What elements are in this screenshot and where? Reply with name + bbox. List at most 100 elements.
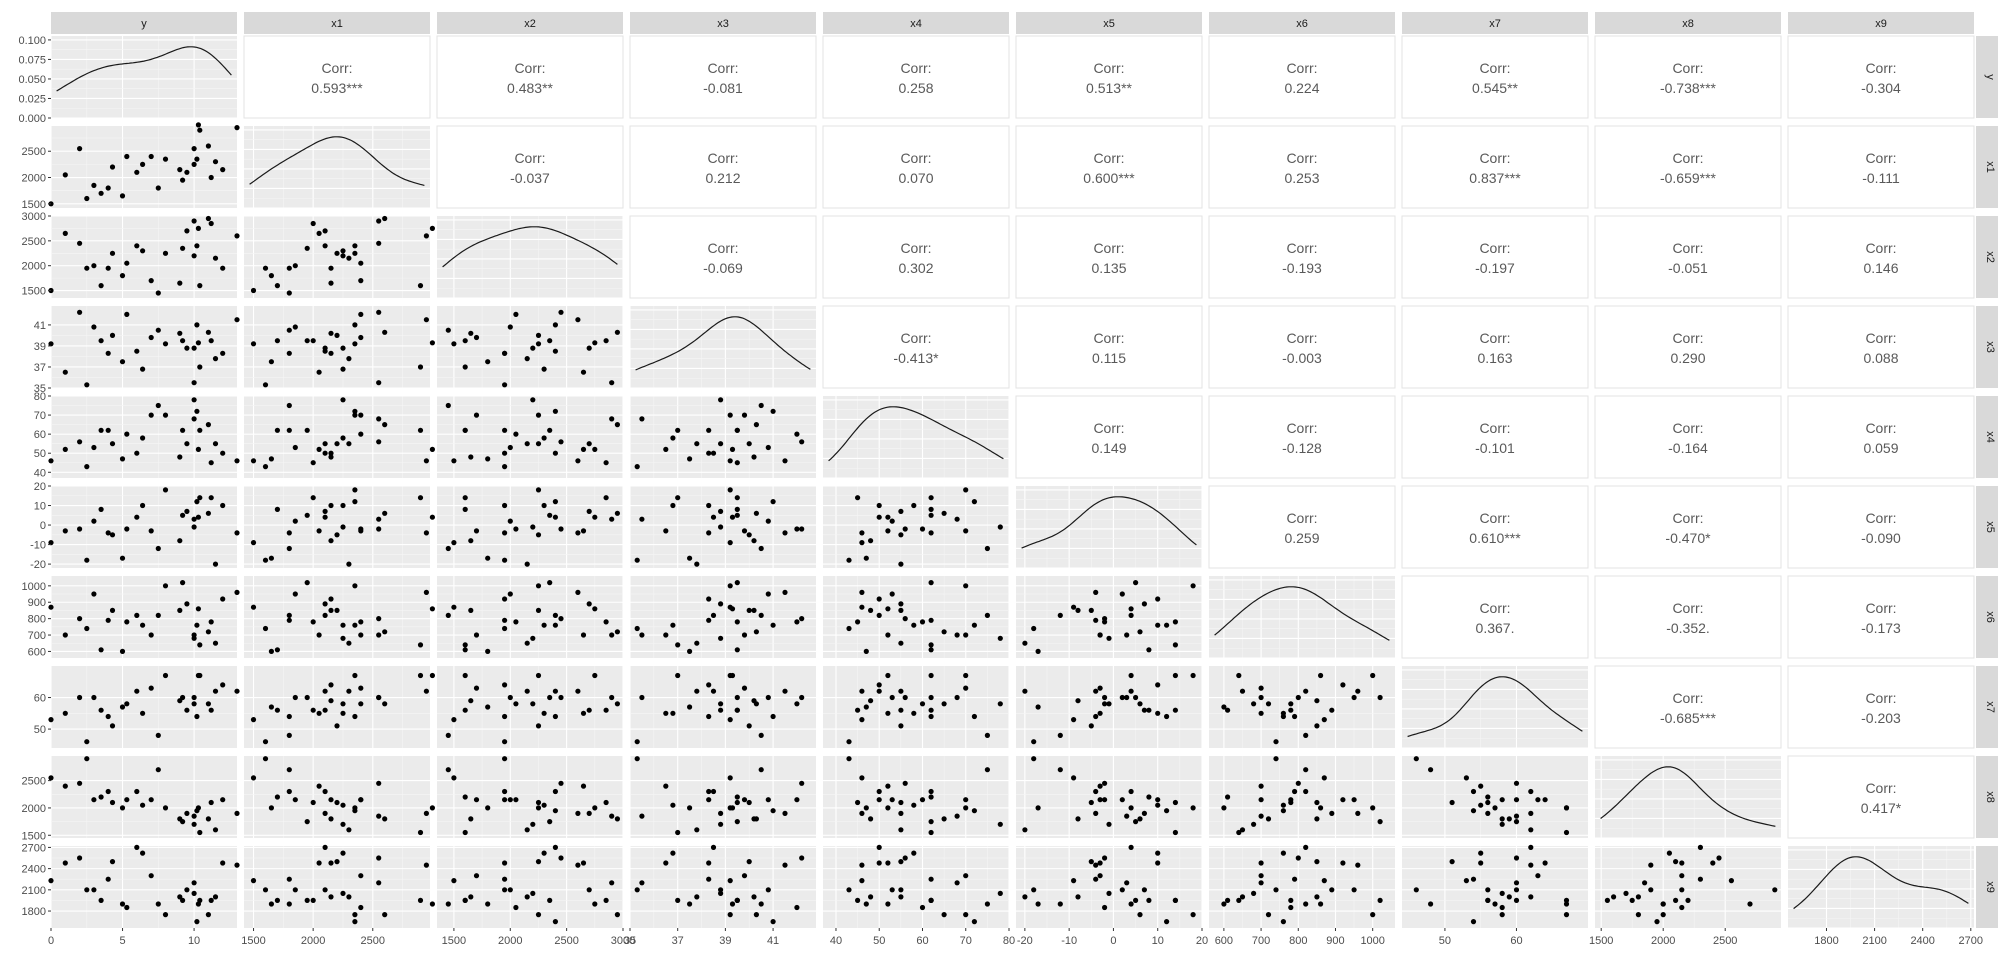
corr-label: Corr: <box>1479 600 1510 616</box>
data-point <box>328 797 334 803</box>
data-point <box>485 555 491 561</box>
data-point <box>77 526 83 532</box>
data-point <box>1106 635 1112 641</box>
data-point <box>148 685 154 691</box>
data-point <box>997 635 1003 641</box>
row-strip-x2 <box>1976 216 1998 298</box>
data-point <box>445 612 451 619</box>
data-point <box>109 799 116 806</box>
column-label-y: y <box>141 18 147 30</box>
data-point <box>180 580 186 586</box>
data-point <box>77 439 83 445</box>
data-point <box>1106 890 1112 897</box>
data-point <box>552 713 559 720</box>
data-point <box>268 901 274 907</box>
x-tick-label-x2: 2000 <box>498 935 522 947</box>
data-point <box>468 894 474 900</box>
y-tick-label-x3: 35 <box>34 383 46 395</box>
data-point <box>352 412 358 418</box>
data-point <box>885 632 891 638</box>
data-point <box>592 514 598 520</box>
data-point <box>1258 860 1264 866</box>
corr-value: -0.164 <box>1668 440 1708 456</box>
data-point <box>445 402 451 409</box>
data-point <box>212 827 219 833</box>
data-point <box>859 589 865 596</box>
data-point <box>191 380 197 386</box>
data-point <box>859 878 865 884</box>
data-point <box>547 694 553 701</box>
data-point <box>911 710 917 716</box>
corr-panel-bg <box>629 125 817 209</box>
data-point <box>340 253 346 259</box>
data-point <box>286 901 292 907</box>
data-point <box>963 797 969 803</box>
data-point <box>340 524 346 530</box>
corr-value: -0.069 <box>703 260 743 276</box>
data-point <box>134 788 140 795</box>
data-point <box>928 506 934 512</box>
corr-panel-bg <box>1208 395 1396 479</box>
data-point <box>971 919 978 925</box>
data-point <box>507 591 513 597</box>
data-point <box>502 625 508 632</box>
corr-value: 0.259 <box>1284 530 1319 546</box>
data-point <box>1449 799 1455 806</box>
y-tick-label-x9: 1800 <box>22 906 46 918</box>
data-point <box>859 717 865 723</box>
data-point <box>184 707 190 713</box>
data-point <box>1075 894 1081 900</box>
y-tick-label-x8: 2000 <box>22 803 46 815</box>
x-tick-label-x4: 60 <box>916 935 928 947</box>
data-point <box>462 506 468 512</box>
data-point <box>91 444 97 451</box>
data-point <box>1093 617 1099 623</box>
data-point <box>971 808 978 814</box>
data-point <box>119 901 126 907</box>
panel-bg <box>244 666 430 748</box>
data-point <box>105 350 111 356</box>
data-point <box>148 412 154 418</box>
data-point <box>513 526 519 532</box>
data-point <box>177 894 183 900</box>
corr-label: Corr: <box>900 330 931 346</box>
data-point <box>155 402 161 409</box>
data-point <box>148 797 154 803</box>
data-point <box>148 873 154 879</box>
data-point <box>1172 642 1178 648</box>
y-tick-label-x3: 39 <box>34 341 46 353</box>
data-point <box>609 516 615 522</box>
data-point <box>140 802 146 808</box>
data-point <box>984 545 991 552</box>
data-point <box>346 640 352 646</box>
data-point <box>1314 723 1320 729</box>
corr-panel-x4-x8: Corr:-0.164 <box>1594 395 1782 479</box>
corr-label: Corr: <box>900 240 931 256</box>
data-point <box>729 606 736 612</box>
data-point <box>184 601 190 607</box>
data-point <box>352 250 358 256</box>
data-point <box>105 427 111 433</box>
scatter-panel-x1-y <box>48 122 240 208</box>
corr-panel-x3-x5: Corr:0.115 <box>1015 305 1203 389</box>
data-point <box>485 648 491 655</box>
corr-label: Corr: <box>1865 420 1896 436</box>
data-point <box>1280 850 1286 856</box>
data-point <box>451 604 457 610</box>
data-point <box>262 557 269 563</box>
data-point <box>868 816 874 822</box>
data-point <box>710 688 717 694</box>
data-point <box>292 694 298 701</box>
row-label-x1: x1 <box>1984 161 1996 173</box>
data-point <box>328 816 334 822</box>
data-point <box>1604 897 1610 904</box>
data-point <box>547 897 553 904</box>
data-point <box>535 859 542 865</box>
data-point <box>1351 887 1357 893</box>
corr-panel-x1-x5: Corr:0.600*** <box>1015 125 1203 209</box>
x-tick-label-x6: 900 <box>1326 935 1344 947</box>
x-tick-label-x3: 35 <box>624 935 636 947</box>
data-point <box>340 635 346 641</box>
data-point <box>286 327 292 333</box>
corr-panel-bg <box>243 35 431 119</box>
